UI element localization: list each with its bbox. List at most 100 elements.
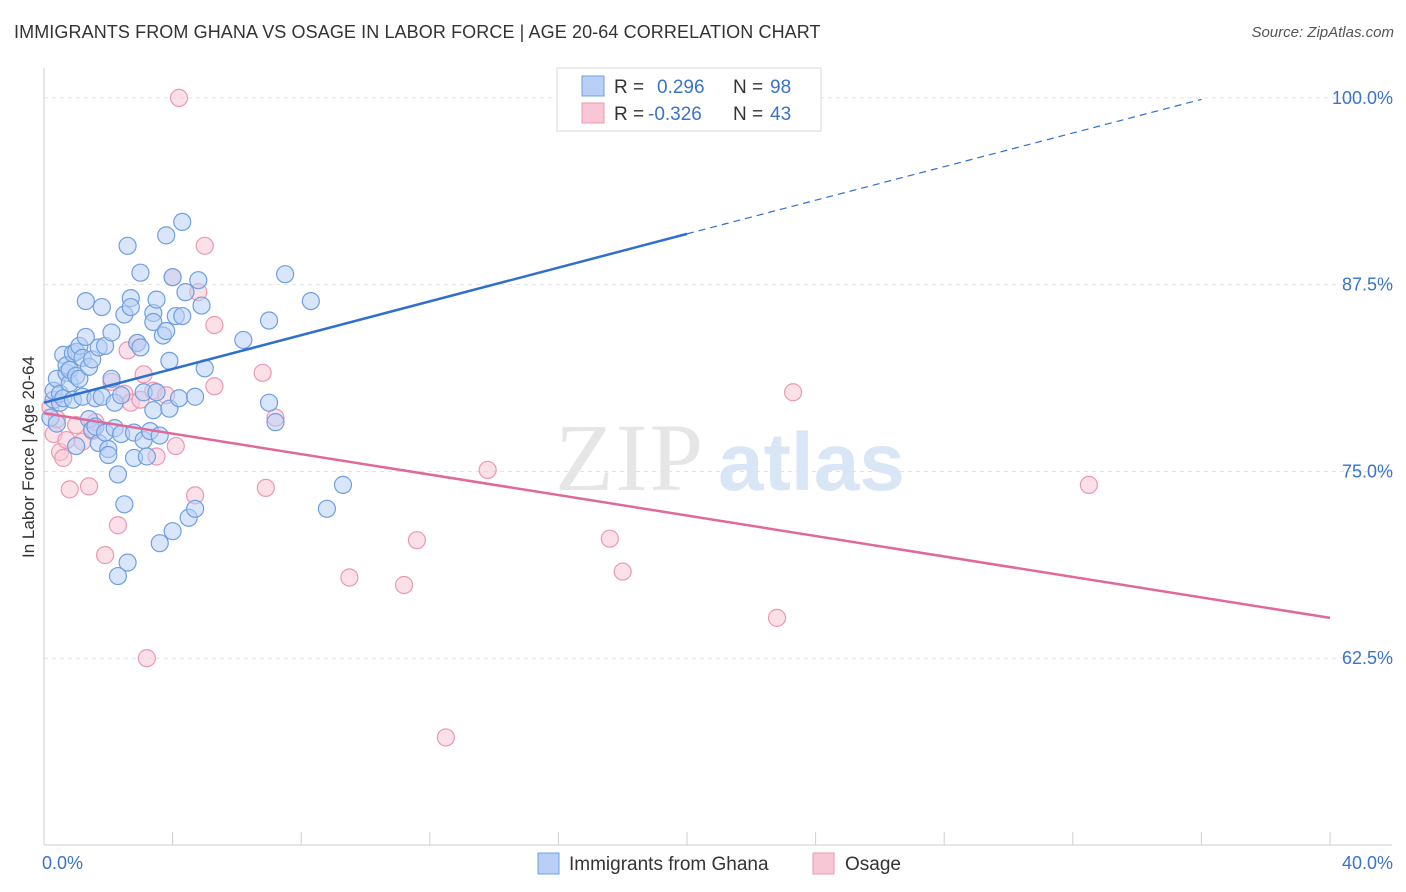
ghana-point-22 — [76, 292, 95, 311]
ghana-point-41 — [108, 465, 128, 484]
legend-r-label-ghana: R = — [614, 77, 644, 98]
osage-point-40 — [478, 460, 497, 480]
osage-point-31 — [205, 315, 224, 335]
stats-legend: R = 0.296 N = 98 R = -0.326 N = 43 — [556, 67, 822, 132]
bottom-legend-label-ghana: Immigrants from Ghana — [569, 854, 769, 875]
ghana-point-37 — [102, 323, 121, 342]
ghana-point-44 — [115, 495, 134, 514]
ghana-point-67 — [157, 321, 176, 341]
x-ticks — [43, 832, 1331, 845]
legend-swatch-ghana — [581, 75, 605, 97]
ghana-point-18 — [70, 369, 89, 388]
ghana-point-87 — [266, 413, 285, 432]
ghana-point-89 — [301, 292, 320, 311]
osage-point-42 — [613, 562, 632, 581]
ghana-point-79 — [186, 499, 205, 518]
y-axis-label: In Labor Force | Age 20-64 — [19, 356, 38, 558]
legend-r-value-ghana: 0.296 — [657, 77, 705, 98]
ghana-point-91 — [333, 475, 353, 494]
ghana-point-82 — [192, 296, 211, 315]
bottom-legend-swatch-ghana — [537, 852, 560, 875]
trend-line-osage — [43, 411, 1331, 620]
ghana-point-21 — [76, 327, 95, 347]
gridlines — [44, 97, 1392, 659]
bottom-legend: Immigrants from Ghana Osage — [537, 852, 901, 875]
ghana-point-43 — [112, 386, 131, 405]
y-tick-label-0: 62.5% — [1342, 648, 1393, 668]
ghana-point-65 — [150, 534, 169, 553]
ghana-point-71 — [163, 522, 182, 541]
legend-n-value-ghana: 98 — [770, 77, 791, 98]
ghana-point-36 — [99, 445, 118, 465]
ghana-point-68 — [157, 226, 176, 245]
bottom-legend-label-osage: Osage — [845, 854, 901, 875]
osage-point-33 — [256, 478, 275, 497]
osage-point-29 — [195, 236, 214, 255]
ghana-point-75 — [173, 306, 192, 326]
osage-point-44 — [783, 383, 803, 402]
ghana-point-72 — [163, 268, 182, 287]
ghana-point-61 — [144, 312, 163, 332]
osage-point-12 — [95, 546, 115, 565]
ghana-point-47 — [118, 553, 137, 572]
osage-point-26 — [166, 436, 185, 456]
trend-lines — [43, 98, 1331, 620]
osage-point-36 — [340, 568, 359, 587]
ghana-point-59 — [144, 401, 163, 420]
ghana-point-77 — [176, 283, 195, 302]
watermark-atlas: atlas — [718, 417, 905, 508]
ghana-point-74 — [169, 389, 189, 408]
ghana-point-49 — [121, 297, 140, 317]
axes — [43, 68, 1392, 846]
legend-swatch-osage — [581, 102, 605, 124]
osage-point-38 — [407, 531, 427, 550]
trend-line-ghana — [43, 232, 688, 404]
osage-point-45 — [1079, 475, 1098, 494]
osage-point-35 — [169, 88, 189, 107]
ghana-point-57 — [137, 447, 156, 466]
legend-n-value-osage: 43 — [770, 104, 791, 125]
osage-point-9 — [79, 477, 99, 496]
osage-point-4 — [54, 448, 73, 468]
ghana-point-90 — [317, 499, 337, 518]
x-tick-label-start: 0.0% — [42, 853, 83, 873]
ghana-point-80 — [186, 387, 205, 406]
legend-r-value-osage: -0.326 — [648, 104, 702, 125]
osage-point-39 — [436, 728, 455, 747]
ghana-point-62 — [147, 290, 166, 309]
ghana-point-93 — [67, 436, 86, 456]
ghana-point-76 — [173, 212, 192, 232]
ghana-point-3 — [47, 414, 66, 433]
ghana-point-31 — [92, 297, 111, 317]
y-tick-label-1: 75.0% — [1342, 461, 1393, 481]
source-credit: Source: ZipAtlas.com — [1251, 24, 1394, 41]
osage-point-41 — [600, 529, 619, 548]
series-ghana-points — [41, 212, 353, 586]
osage-point-6 — [60, 480, 79, 499]
bottom-legend-swatch-osage — [812, 852, 835, 875]
ghana-point-54 — [131, 338, 150, 357]
ghana-point-69 — [160, 351, 179, 370]
legend-n-label-ghana: N = — [733, 77, 763, 98]
ghana-point-53 — [131, 263, 150, 282]
trend-line-ghana-extension — [686, 98, 1202, 235]
ghana-point-63 — [147, 383, 166, 402]
watermark-zip: ZIP — [555, 404, 705, 511]
osage-point-30 — [205, 377, 224, 396]
y-tick-label-2: 87.5% — [1342, 275, 1393, 295]
y-tick-labels: 62.5% 75.0% 87.5% 100.0% — [1332, 88, 1393, 668]
osage-point-37 — [394, 575, 414, 595]
legend-r-label-osage: R = — [614, 104, 644, 125]
y-tick-label-3: 100.0% — [1332, 88, 1393, 108]
ghana-point-92 — [108, 566, 128, 586]
watermark: ZIP atlas — [555, 404, 905, 511]
ghana-point-81 — [189, 271, 208, 290]
ghana-point-46 — [118, 236, 137, 255]
osage-point-21 — [137, 649, 156, 668]
ghana-point-84 — [234, 330, 253, 350]
x-tick-label-end: 40.0% — [1342, 853, 1393, 873]
chart-title: IMMIGRANTS FROM GHANA VS OSAGE IN LABOR … — [14, 22, 821, 42]
ghana-point-85 — [259, 393, 279, 412]
legend-n-label-osage: N = — [733, 104, 763, 125]
